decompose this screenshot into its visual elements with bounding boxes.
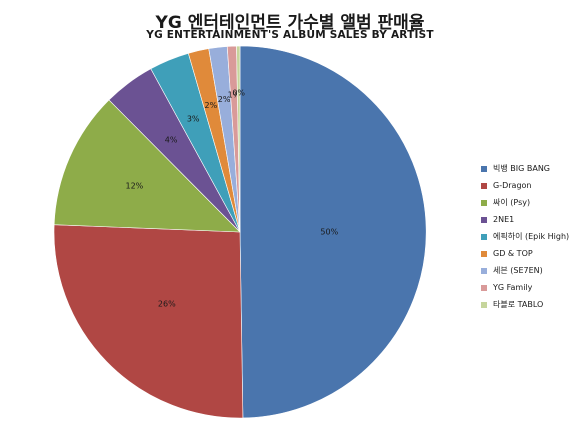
legend-label: G-Dragon — [493, 181, 532, 190]
pie-slice-label: 26% — [158, 300, 176, 309]
legend-label: 세븐 (SE7EN) — [493, 266, 543, 275]
pie-slice — [53, 99, 241, 233]
pie-slice-label: 0% — [232, 89, 245, 98]
legend-swatch — [481, 182, 487, 189]
pie-slice-label: 1% — [228, 91, 241, 100]
legend-swatch — [481, 199, 487, 206]
legend-item: 2NE1 — [481, 211, 569, 228]
legend-label: 2NE1 — [493, 215, 515, 224]
chart-subtitle: YG ENTERTAINMENT'S ALBUM SALES BY ARTIST — [146, 29, 434, 41]
legend-item: 에픽하이 (Epik High) — [481, 228, 569, 245]
pie-slice — [236, 45, 241, 233]
pie-slice-label: 3% — [187, 115, 200, 124]
chart-title: YG 엔터테인먼트 가수별 앨범 판매율 — [155, 13, 425, 33]
legend-label: 빅뱅 BIG BANG — [493, 164, 550, 173]
legend-item: G-Dragon — [481, 177, 569, 194]
pie-slice-label: 4% — [165, 136, 178, 145]
pie-slice — [239, 45, 427, 419]
legend-item: 싸이 (Psy) — [481, 194, 569, 211]
legend-swatch — [481, 267, 487, 274]
legend-item: YG Family — [481, 279, 569, 296]
pie-slice-label: 2% — [218, 95, 231, 104]
legend-swatch — [481, 284, 487, 291]
legend-label: 에픽하이 (Epik High) — [493, 232, 570, 241]
legend-swatch — [481, 216, 487, 223]
pie-slice-label: 12% — [126, 182, 144, 191]
legend-item: 타블로 TABLO — [481, 296, 569, 313]
chart-legend: 빅뱅 BIG BANG G-Dragon 싸이 (Psy) 2NE1 에픽하이 (Epi… — [481, 160, 569, 313]
legend-swatch — [481, 301, 487, 308]
legend-swatch — [481, 165, 487, 172]
legend-item: 빅뱅 BIG BANG — [481, 160, 569, 177]
legend-swatch — [481, 233, 487, 240]
legend-label: 싸이 (Psy) — [493, 198, 531, 207]
pie-slice-label: 50% — [320, 227, 338, 236]
legend-swatch — [481, 250, 487, 257]
pie-slice — [53, 224, 244, 419]
legend-label: 타블로 TABLO — [493, 300, 544, 309]
pie-slice-label: 2% — [205, 101, 218, 110]
legend-label: GD & TOP — [493, 249, 533, 258]
legend-label: YG Family — [493, 283, 533, 292]
legend-item: GD & TOP — [481, 245, 569, 262]
legend-item: 세븐 (SE7EN) — [481, 262, 569, 279]
